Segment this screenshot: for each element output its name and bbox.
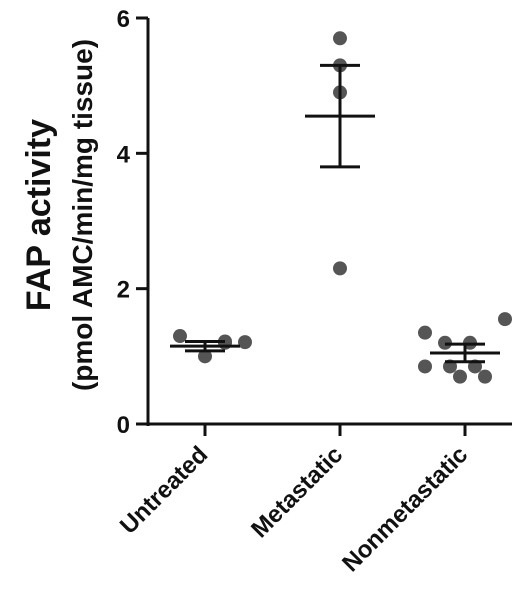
data-point	[478, 370, 492, 384]
x-axis: Untreated MetastaticNonmetastatic	[115, 424, 512, 577]
data-point	[333, 261, 347, 275]
data-point	[453, 370, 467, 384]
y-axis-subtitle: (pmol AMC/min/mg tissue)	[67, 39, 98, 391]
x-category-label: Metastatic	[246, 441, 348, 543]
data-point	[498, 312, 512, 326]
x-category-label: Nonmetastatic	[337, 441, 473, 577]
data-groups	[170, 31, 512, 383]
data-point	[173, 329, 187, 343]
x-category-label: Untreated	[115, 441, 213, 539]
y-tick-label: 2	[117, 277, 130, 304]
group-nonmetastatic	[418, 312, 512, 384]
group-untreated	[170, 329, 252, 363]
data-point	[418, 359, 432, 373]
group-metastatic	[305, 31, 375, 275]
y-axis: 0 2 4 6	[117, 6, 148, 439]
y-tick-label: 4	[117, 141, 131, 168]
data-point	[333, 31, 347, 45]
data-point	[238, 335, 252, 349]
data-point	[418, 326, 432, 340]
y-axis-title: FAP activity	[20, 119, 58, 311]
y-tick-label: 6	[117, 6, 130, 33]
y-tick-label: 0	[117, 412, 130, 439]
